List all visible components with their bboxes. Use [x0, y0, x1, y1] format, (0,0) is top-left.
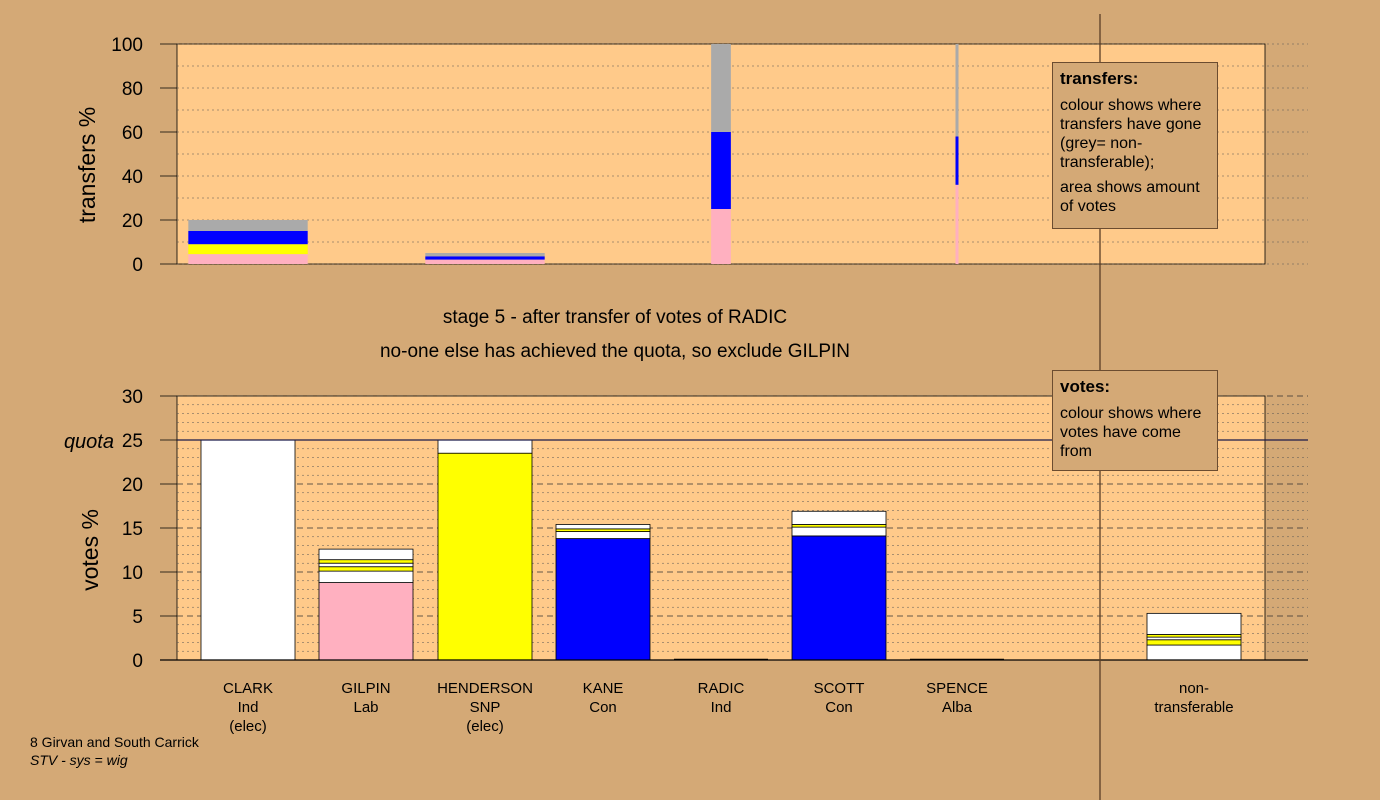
transfer-bar-segment: [955, 136, 959, 185]
chart-labels: CLARK Ind (elec) GILPIN Lab HENDERSON SNP (elec…: [223, 680, 1234, 735]
transfer-bar-segment: [955, 184, 959, 264]
vote-bar-segment: [555, 524, 651, 530]
candidate-label: (elec): [466, 718, 504, 735]
transfers-y-tick-label: 60: [122, 123, 143, 144]
transfers-y-tick-label: 80: [122, 79, 143, 100]
candidate-label: GILPIN: [341, 680, 390, 697]
candidate-label: Con: [825, 699, 853, 716]
votes-y-tick-label: 15: [122, 519, 143, 540]
transfers-y-tick-label: 20: [122, 211, 143, 232]
candidate-label: CLARK: [223, 680, 273, 697]
vote-bar-segment: [555, 531, 651, 539]
vote-bar-segment: [318, 570, 414, 583]
candidate-label: Ind: [711, 699, 732, 716]
vote-bar-segment: [318, 562, 414, 568]
quota-label: quota: [64, 431, 114, 453]
vote-bar-segment: [791, 510, 887, 525]
candidate-label: (elec): [229, 718, 267, 735]
transfer-bar-segment: [711, 132, 731, 209]
vote-bar-segment: [437, 452, 533, 661]
transfers-legend-text: colour shows where transfers have gone (…: [1060, 97, 1202, 171]
candidate-label: Con: [589, 699, 617, 716]
vote-bar-segment: [791, 526, 887, 537]
ward-name: 8 Girvan and South Carrick: [30, 734, 199, 750]
votes-y-tick-label: 10: [122, 563, 143, 584]
candidate-label: HENDERSON: [437, 680, 533, 697]
votes-y-tick-label: 20: [122, 475, 143, 496]
transfers-y-tick-label: 100: [111, 35, 143, 56]
transfers-legend-title: transfers:: [1060, 69, 1139, 88]
vote-bar-segment: [791, 535, 887, 661]
candidate-label: KANE: [583, 680, 624, 697]
vote-bar-segment: [1146, 639, 1242, 646]
vote-bar-segment: [318, 582, 414, 661]
transfer-bar-segment: [188, 244, 308, 255]
vote-bar-segment: [200, 439, 296, 661]
transfers-legend: transfers: colour shows where transfers …: [1052, 62, 1218, 229]
transfer-bar-segment: [425, 259, 545, 264]
vote-bar-segment: [318, 566, 414, 572]
system-note: STV - sys = wig: [30, 752, 128, 768]
votes-plot: 0 5 10 15 20 25 30: [122, 387, 1308, 672]
transfer-bar-segment: [425, 253, 545, 257]
candidate-label: SPENCE: [926, 680, 988, 697]
candidate-label: Alba: [942, 699, 973, 716]
vote-bar-segment: [555, 538, 651, 661]
transfers-y-tick-label: 0: [132, 255, 143, 276]
transfer-bar-segment: [188, 220, 308, 231]
candidate-label: RADIC: [698, 680, 745, 697]
transfers-y-axis-label: transfers %: [74, 107, 100, 223]
transfer-bar-segment: [188, 254, 308, 264]
candidate-label: SCOTT: [814, 680, 865, 697]
transfer-bar-segment: [711, 209, 731, 264]
transfer-bar-segment: [955, 44, 959, 137]
vote-bar-segment: [1146, 612, 1242, 635]
votes-y-tick-label: 30: [122, 387, 143, 408]
candidate-label: Ind: [238, 699, 259, 716]
vote-bar-segment: [318, 548, 414, 561]
transfer-bar-segment: [188, 231, 308, 245]
votes-legend-title: votes:: [1060, 377, 1111, 396]
vote-bar-segment: [318, 559, 414, 564]
votes-y-tick-label: 5: [132, 607, 143, 628]
votes-legend: votes: colour shows where votes have com…: [1052, 370, 1218, 471]
stage-subtitle: no-one else has achieved the quota, so e…: [380, 341, 850, 362]
stage-title: stage 5 - after transfer of votes of RAD…: [443, 307, 787, 328]
vote-bar-segment: [437, 439, 533, 454]
transfer-bar-segment: [711, 44, 731, 132]
votes-y-tick-label: 0: [132, 651, 143, 672]
candidate-label: Lab: [353, 699, 378, 716]
nontransferable-label: transferable: [1154, 699, 1233, 716]
candidate-label: SNP: [470, 699, 501, 716]
votes-legend-text: colour shows where votes have come from: [1060, 405, 1202, 460]
footer: 8 Girvan and South Carrick STV - sys = w…: [30, 733, 199, 769]
nontransferable-label: non-: [1179, 680, 1209, 697]
votes-y-tick-label: 25: [122, 431, 143, 452]
votes-y-axis-label: votes %: [77, 509, 103, 591]
transfer-bar-segment: [425, 256, 545, 260]
transfers-y-tick-label: 40: [122, 167, 143, 188]
vote-bar-segment: [1146, 644, 1242, 661]
transfers-legend-text: area shows amount of votes: [1060, 179, 1200, 215]
